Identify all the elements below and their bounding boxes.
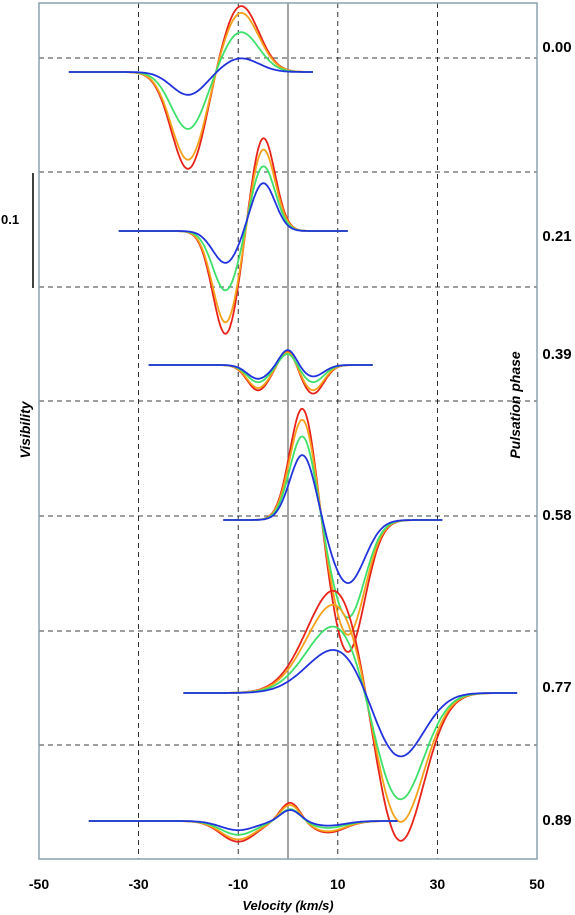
pulsation-phase-label: Pulsation phase xyxy=(507,351,523,459)
profile-curves xyxy=(68,5,518,843)
x-tick-labels: -50 -30 -10 10 30 50 xyxy=(29,876,545,892)
profile-line-phase-0.89 xyxy=(88,809,398,832)
phase-label: 0.21 xyxy=(542,228,571,245)
profile-line-phase-0.58 xyxy=(223,454,443,585)
profile-line-phase-0.00 xyxy=(68,31,313,130)
x-tick-label: 50 xyxy=(529,876,545,892)
x-tick-label: -30 xyxy=(128,876,148,892)
phase-label: 0.00 xyxy=(542,39,571,56)
profile-line-phase-0.21 xyxy=(118,165,348,292)
profile-line-phase-0.21 xyxy=(118,148,348,324)
profile-line-phase-0.39 xyxy=(148,349,373,380)
scale-bar-label: 0.1 xyxy=(1,212,19,227)
profile-line-phase-0.77 xyxy=(183,649,518,758)
profile-line-phase-0.00 xyxy=(68,5,313,170)
profile-line-phase-0.77 xyxy=(183,603,518,823)
x-tick-label: -50 xyxy=(29,876,49,892)
profile-line-phase-0.21 xyxy=(118,182,348,264)
x-tick-label: -10 xyxy=(228,876,248,892)
phase-label: 0.39 xyxy=(542,346,571,363)
grid-lines xyxy=(39,3,537,859)
profile-line-phase-0.77 xyxy=(183,625,518,801)
plot-frame xyxy=(38,2,538,860)
profile-line-phase-0.00 xyxy=(68,57,313,96)
phase-label: 0.77 xyxy=(542,679,571,696)
phase-label: 0.58 xyxy=(542,507,571,524)
x-tick-label: 30 xyxy=(430,876,446,892)
x-axis-label: Velocity (km/s) xyxy=(242,898,333,913)
profile-line-phase-0.39 xyxy=(148,351,373,392)
x-tick-label: 10 xyxy=(330,876,346,892)
y-axis-label: Visibility xyxy=(17,400,33,458)
phase-label: 0.89 xyxy=(542,812,571,829)
phase-labels: 0.00 0.21 0.39 0.58 0.77 0.89 xyxy=(542,39,571,829)
profile-line-phase-0.00 xyxy=(68,12,313,161)
profile-line-phase-0.58 xyxy=(223,407,443,653)
